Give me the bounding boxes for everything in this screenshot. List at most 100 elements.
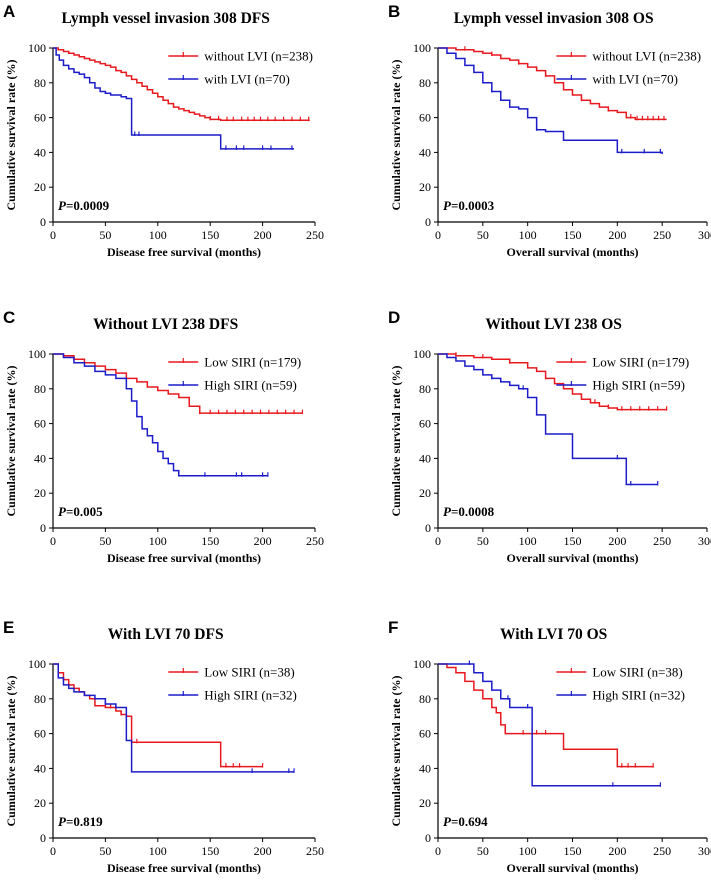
x-tick-label: 100 <box>519 534 537 548</box>
x-tick-label: 50 <box>99 534 111 548</box>
x-tick-label: 300 <box>698 534 711 548</box>
chart-title: Lymph vessel invasion 308 OS <box>454 10 654 27</box>
x-tick-label: 100 <box>519 228 537 242</box>
y-tick-label: 20 <box>34 486 46 500</box>
y-tick-label: 40 <box>34 761 46 775</box>
y-axis-label: Cumulative survival rate (%) <box>389 676 403 827</box>
chart-panel-c: C Without LVI 238 DFS 0 20 40 60 80 100 0 50 100 15… <box>3 308 324 565</box>
chart-panel-e: E With LVI 70 DFS 0 20 40 60 80 100 0 50 100 150 200… <box>3 618 324 875</box>
y-tick-label: 100 <box>413 41 431 55</box>
x-tick-label: 50 <box>477 844 489 858</box>
legend-entry-1: Low SIRI (n=179) <box>592 355 689 370</box>
survival-curve-1 <box>438 353 667 411</box>
survival-curve-2 <box>438 353 658 486</box>
y-tick-label: 60 <box>419 111 431 125</box>
survival-curve-2 <box>53 663 295 773</box>
p-value: =0.0009 <box>66 198 110 213</box>
panel-letter: A <box>3 2 15 21</box>
panel-letter: B <box>388 2 400 21</box>
x-tick-label: 250 <box>306 844 324 858</box>
x-axis-label: Overall survival (months) <box>507 245 639 259</box>
chart-panel-b: B Lymph vessel invasion 308 OS 0 20 40 60 80 10… <box>388 2 711 259</box>
y-tick-label: 40 <box>34 451 46 465</box>
x-tick-label: 150 <box>201 534 219 548</box>
y-tick-label: 20 <box>419 796 431 810</box>
x-tick-label: 0 <box>50 534 56 548</box>
p-value-label: P=0.0003 <box>443 198 495 213</box>
y-axis-label: Cumulative survival rate (%) <box>389 60 403 211</box>
x-tick-label: 250 <box>653 534 671 548</box>
panel-letter: E <box>3 618 14 637</box>
chart-title: Without LVI 238 DFS <box>93 316 238 333</box>
x-tick-label: 250 <box>306 534 324 548</box>
x-tick-label: 100 <box>519 844 537 858</box>
survival-curve-2 <box>53 353 268 477</box>
p-value-label: P=0.005 <box>58 504 103 519</box>
y-tick-label: 20 <box>34 796 46 810</box>
y-tick-label: 80 <box>34 382 46 396</box>
x-tick-label: 0 <box>435 534 441 548</box>
legend-entry-1: without LVI (n=238) <box>204 49 313 64</box>
y-axis-label: Cumulative survival rate (%) <box>4 366 18 517</box>
x-tick-label: 0 <box>50 228 56 242</box>
y-tick-label: 60 <box>419 417 431 431</box>
legend-entry-1: Low SIRI (n=179) <box>204 355 301 370</box>
x-tick-label: 50 <box>99 844 111 858</box>
chart-title: Without LVI 238 OS <box>485 316 622 333</box>
legend-entry-2: with LVI (n=70) <box>204 72 290 87</box>
p-value: =0.0003 <box>451 198 495 213</box>
y-tick-label: 100 <box>28 41 46 55</box>
x-tick-label: 150 <box>564 228 582 242</box>
legend-entry-1: Low SIRI (n=38) <box>592 665 682 680</box>
x-tick-label: 150 <box>564 534 582 548</box>
panel-letter: C <box>3 308 15 327</box>
y-tick-label: 20 <box>34 180 46 194</box>
x-axis-label: Disease free survival (months) <box>107 861 261 875</box>
y-tick-label: 60 <box>34 417 46 431</box>
y-tick-label: 40 <box>419 761 431 775</box>
y-tick-label: 60 <box>34 727 46 741</box>
legend-entry-2: High SIRI (n=32) <box>592 688 685 703</box>
y-tick-label: 80 <box>34 76 46 90</box>
x-tick-label: 300 <box>698 844 711 858</box>
p-value: =0.819 <box>66 814 103 829</box>
x-axis-label: Disease free survival (months) <box>107 551 261 565</box>
survival-curve-1 <box>53 353 303 414</box>
chart-panel-f: F With LVI 70 OS 0 20 40 60 80 100 0 50 100 150 200 2… <box>388 618 711 875</box>
p-value-label: P=0.0008 <box>443 504 495 519</box>
p-symbol: P <box>58 814 67 829</box>
x-tick-label: 150 <box>564 844 582 858</box>
p-symbol: P <box>58 504 67 519</box>
chart-panel-d: D Without LVI 238 OS 0 20 40 60 80 100 0 50 100 150… <box>388 308 711 565</box>
x-tick-label: 200 <box>608 844 626 858</box>
y-tick-label: 100 <box>28 347 46 361</box>
x-tick-label: 250 <box>653 228 671 242</box>
survival-curve-1 <box>53 47 310 121</box>
y-axis-label: Cumulative survival rate (%) <box>4 60 18 211</box>
chart-panel-a: A Lymph vessel invasion 308 DFS 0 20 40 60 80 1… <box>3 2 324 259</box>
x-tick-label: 200 <box>608 228 626 242</box>
x-tick-label: 250 <box>306 228 324 242</box>
x-axis-label: Overall survival (months) <box>507 551 639 565</box>
legend-entry-2: High SIRI (n=32) <box>204 688 297 703</box>
survival-curve-2 <box>53 47 295 150</box>
legend-entry-2: with LVI (n=70) <box>592 72 678 87</box>
y-tick-label: 60 <box>34 111 46 125</box>
legend-entry-2: High SIRI (n=59) <box>592 378 685 393</box>
y-tick-label: 40 <box>419 145 431 159</box>
x-tick-label: 200 <box>608 534 626 548</box>
y-tick-label: 80 <box>34 692 46 706</box>
chart-title: With LVI 70 OS <box>500 626 607 643</box>
y-tick-label: 80 <box>419 692 431 706</box>
p-value: =0.005 <box>66 504 103 519</box>
panel-letter: F <box>388 618 398 637</box>
x-tick-label: 100 <box>149 844 167 858</box>
x-tick-label: 100 <box>149 534 167 548</box>
survival-curve-1 <box>438 663 654 768</box>
p-symbol: P <box>443 198 452 213</box>
y-tick-label: 100 <box>28 657 46 671</box>
y-tick-label: 0 <box>425 831 431 845</box>
p-value-label: P=0.0009 <box>58 198 110 213</box>
y-tick-label: 20 <box>419 486 431 500</box>
x-tick-label: 200 <box>254 534 272 548</box>
